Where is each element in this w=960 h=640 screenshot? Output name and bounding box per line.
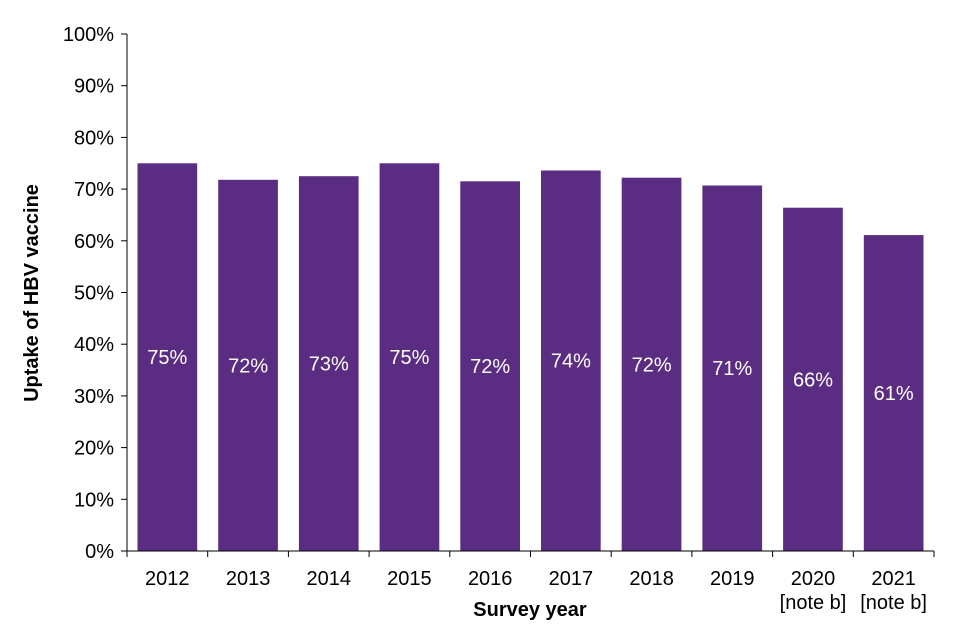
y-tick-label: 50% [74, 283, 114, 305]
data-label-2016: 72% [470, 356, 510, 378]
x-tick-label-2015: 2015 [387, 568, 432, 590]
bar-2015 [379, 163, 440, 552]
y-tick-label: 70% [74, 179, 114, 201]
y-tick-label: 100% [63, 24, 114, 46]
y-axis-title: Uptake of HBV vaccine [21, 184, 43, 402]
x-tick-note: [note b] [780, 592, 847, 614]
bar-2014 [298, 176, 359, 551]
data-label-2017: 74% [551, 351, 591, 373]
x-tick-label-2017: 2017 [549, 568, 594, 590]
data-labels-group: 75% 72% 73% 75% 72% 74% 72% 71% 66% 61% [147, 347, 914, 405]
x-axis: 2012 2013 2014 2015 2016 2017 2018 2019 2020[not… [126, 550, 935, 614]
bars-group [137, 163, 924, 552]
bar-2017 [541, 170, 601, 551]
data-label-2020: 66% [793, 369, 833, 391]
y-axis: 0% 10% 20% 30% 40% 50% 60% 70% 80% 90% 100% [63, 24, 128, 563]
y-tick-label: 90% [74, 76, 114, 98]
bar-2013 [218, 179, 278, 552]
x-tick-label-2014: 2014 [307, 568, 352, 590]
data-label-2021: 61% [874, 383, 914, 405]
y-tick-label: 40% [74, 334, 114, 356]
data-label-2014: 73% [309, 354, 349, 376]
y-tick-label: 30% [74, 386, 114, 408]
data-label-2018: 72% [632, 354, 672, 376]
data-label-2012: 75% [147, 347, 187, 369]
x-tick-label-2019: 2019 [710, 568, 755, 590]
y-tick-label: 10% [74, 489, 114, 511]
y-tick-label: 80% [74, 127, 114, 149]
x-tick-label-2021: 2021 [871, 568, 916, 590]
bar-2020 [783, 207, 843, 551]
bar-2021 [863, 235, 924, 551]
data-label-2019: 71% [712, 358, 752, 380]
bar-2018 [621, 177, 682, 551]
x-axis-title: Survey year [473, 599, 587, 621]
x-tick-label-2016: 2016 [468, 568, 513, 590]
x-tick-label-2012: 2012 [145, 568, 190, 590]
data-label-2013: 72% [228, 355, 268, 377]
bar-2016 [460, 181, 520, 552]
y-tick-label: 0% [85, 541, 114, 563]
x-tick-label-2013: 2013 [226, 568, 271, 590]
x-tick-note: [note b] [860, 592, 927, 614]
y-tick-label: 60% [74, 231, 114, 253]
data-label-2015: 75% [389, 347, 429, 369]
bar-2019 [702, 185, 763, 551]
y-tick-label: 20% [74, 438, 114, 460]
bar-2012 [137, 163, 198, 552]
x-tick-label-2020: 2020 [791, 568, 836, 590]
x-tick-label-2018: 2018 [629, 568, 674, 590]
